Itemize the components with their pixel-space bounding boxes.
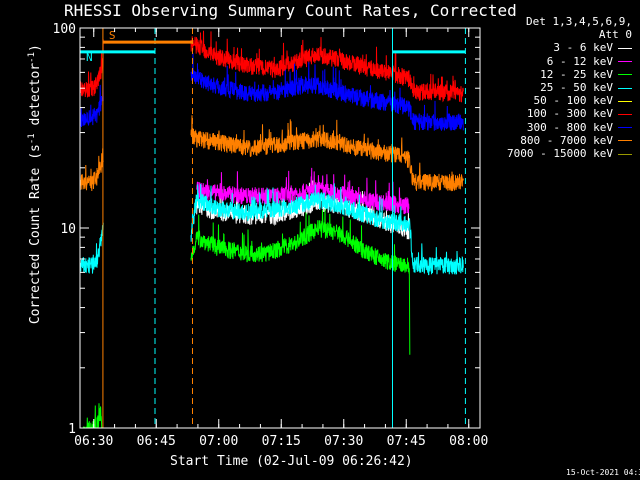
legend-entry-label: 300 - 800 keV: [526, 120, 613, 134]
legend-entry-label: 800 - 7000 keV: [520, 133, 613, 147]
legend-swatch: [618, 153, 632, 155]
series-line-4: [80, 183, 464, 276]
legend: Det 1,3,4,5,6,9, Att 0 3 - 6 keV 6 - 12 k…: [507, 15, 632, 160]
legend-swatch: [618, 47, 632, 49]
x-tick-label: 07:45: [387, 434, 426, 449]
legend-swatch: [618, 100, 632, 102]
legend-swatch: [618, 74, 632, 76]
legend-entry-label: 100 - 300 keV: [526, 107, 613, 121]
legend-entry-4: 25 - 50 keV: [507, 81, 632, 94]
legend-swatch: [618, 140, 632, 142]
x-tick-label: 06:45: [137, 434, 176, 449]
legend-swatch: [618, 127, 632, 129]
legend-entry-1: 3 - 6 keV: [507, 41, 632, 54]
legend-entry-label: 25 - 50 keV: [540, 81, 613, 95]
legend-swatch: [618, 87, 632, 89]
flag-label-n: N: [86, 51, 93, 64]
y-tick-label: 1: [68, 422, 76, 437]
legend-entry-label: 12 - 25 keV: [540, 67, 613, 81]
series-line-6: [80, 30, 464, 103]
x-tick-label: 07:00: [199, 434, 238, 449]
x-tick-label: 06:30: [74, 434, 113, 449]
legend-entry-8: 800 - 7000 keV: [507, 134, 632, 147]
x-tick-label: 07:15: [262, 434, 301, 449]
legend-detectors: Det 1,3,4,5,6,9,: [526, 15, 632, 28]
x-tick-label: 08:00: [449, 434, 488, 449]
chart-title: RHESSI Observing Summary Count Rates, Co…: [64, 1, 517, 20]
series-line-7: [80, 53, 464, 131]
legend-entry-9: 7000 - 15000 keV: [507, 147, 632, 160]
y-tick-label: 10: [60, 222, 76, 237]
legend-entry-label: 6 - 12 keV: [546, 54, 613, 68]
y-axis-label: Corrected Count Rate (s-1 detector-1): [26, 44, 44, 325]
legend-entry-3: 12 - 25 keV: [507, 68, 632, 81]
generation-timestamp: 15-Oct-2021 04:31: [566, 468, 640, 477]
legend-entry-7: 300 - 800 keV: [507, 121, 632, 134]
series-line-3: [80, 208, 411, 428]
legend-entry-label: 7000 - 15000 keV: [507, 147, 613, 161]
legend-swatch: [618, 113, 632, 115]
legend-swatch: [618, 61, 632, 63]
legend-entry-label: 3 - 6 keV: [553, 41, 613, 55]
legend-entry-2: 6 - 12 keV: [507, 55, 632, 68]
flag-label-s: S: [109, 29, 116, 42]
legend-entry-label: 50 - 100 keV: [533, 94, 613, 108]
series-line-8: [80, 115, 464, 192]
legend-attenuator: Att 0: [598, 28, 632, 42]
y-tick-label: 100: [53, 22, 76, 37]
x-tick-label: 07:30: [324, 434, 363, 449]
legend-entry-5: 50 - 100 keV: [507, 94, 632, 107]
legend-entry-6: 100 - 300 keV: [507, 107, 632, 120]
x-axis-label: Start Time (02-Jul-09 06:26:42): [170, 454, 413, 469]
